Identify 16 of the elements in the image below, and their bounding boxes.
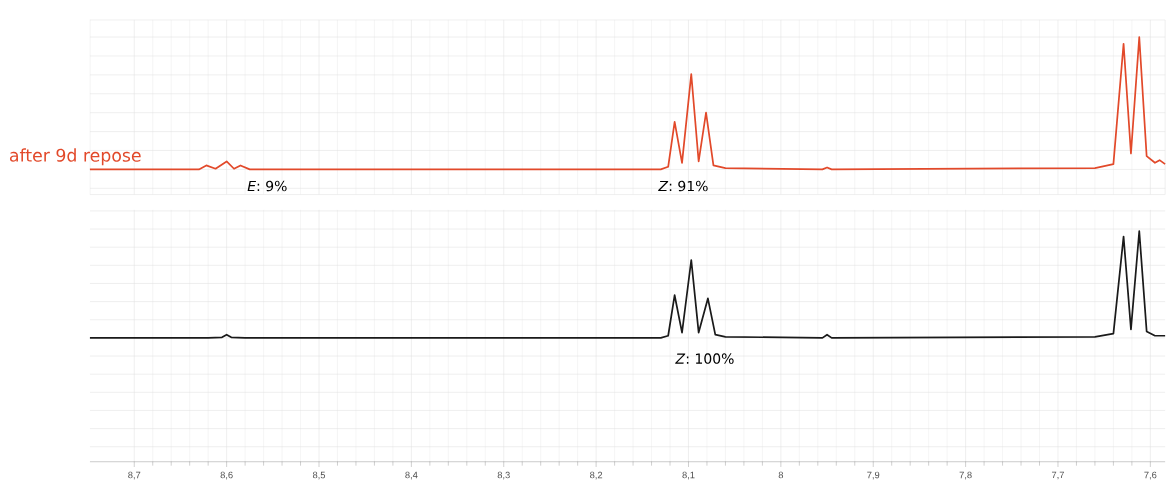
x-tick-label: 7,9 xyxy=(867,471,880,480)
series-label: after 9d repose xyxy=(9,148,141,166)
x-tick-label: 8,7 xyxy=(128,471,141,480)
text: E: 9% xyxy=(247,180,287,192)
x-tick-label: 7,8 xyxy=(959,471,972,480)
x-tick-label: 8,6 xyxy=(220,471,233,480)
x-tick-label: 8,5 xyxy=(312,471,326,480)
x-tick-label: 8,2 xyxy=(590,471,603,480)
x-tick-label: 8,3 xyxy=(497,471,510,480)
x-tick-label: 8,1 xyxy=(682,471,695,480)
x-tick-label: 7,6 xyxy=(1144,471,1157,480)
text: Z: 91% xyxy=(658,180,708,192)
text: Z: 100% xyxy=(675,353,734,365)
x-tick-label: 8,4 xyxy=(405,471,418,480)
x-tick-label: 7,7 xyxy=(1051,471,1064,480)
x-tick-label: 8 xyxy=(778,471,784,479)
